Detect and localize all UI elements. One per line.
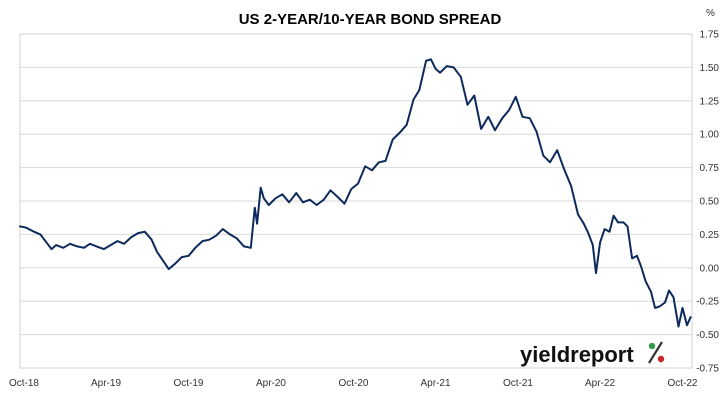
logo-percent-dot-red (657, 355, 665, 363)
y-tick-label: 1.00 (700, 130, 720, 141)
spread-series-line (19, 58, 692, 328)
y-tick-label: 0.50 (700, 197, 720, 208)
x-tick-label: Apr-20 (256, 378, 286, 389)
x-axis-tick-labels: Oct-18 Apr-19 Oct-19 Apr-20 Oct-20 Apr-21 Oct-… (9, 378, 698, 389)
y-axis-unit-label: % (706, 8, 715, 19)
y-tick-label: 0.00 (700, 263, 720, 274)
percent-icon (648, 341, 665, 364)
y-tick-label: -0.25 (696, 297, 719, 308)
logo-wordmark: yieldreport (520, 342, 634, 367)
x-tick-label: Oct-19 (173, 378, 203, 389)
chart-title: US 2-YEAR/10-YEAR BOND SPREAD (239, 11, 502, 28)
logo-percent-dot-green (648, 342, 656, 350)
x-tick-label: Apr-22 (585, 378, 615, 389)
y-tick-label: 0.75 (700, 163, 720, 174)
y-tick-label: -0.75 (696, 364, 719, 375)
logo-percent-slash (648, 341, 663, 364)
y-tick-label: 0.25 (700, 230, 720, 241)
y-tick-label: 1.75 (700, 30, 720, 41)
x-tick-label: Apr-21 (420, 378, 450, 389)
yieldreport-logo: yieldreport (520, 341, 665, 367)
x-tick-label: Oct-22 (667, 378, 697, 389)
x-tick-label: Oct-21 (503, 378, 533, 389)
x-tick-label: Oct-20 (338, 378, 368, 389)
y-tick-label: -0.50 (696, 330, 719, 341)
plot-area-border (19, 33, 693, 369)
x-tick-label: Oct-18 (9, 378, 39, 389)
y-tick-label: 1.50 (700, 63, 720, 74)
y-axis-tick-labels: 1.75 1.50 1.25 1.00 0.75 0.50 0.25 0.00 -0.25 -0.… (696, 30, 719, 375)
y-tick-label: 1.25 (700, 96, 720, 107)
x-tick-label: Apr-19 (91, 378, 121, 389)
